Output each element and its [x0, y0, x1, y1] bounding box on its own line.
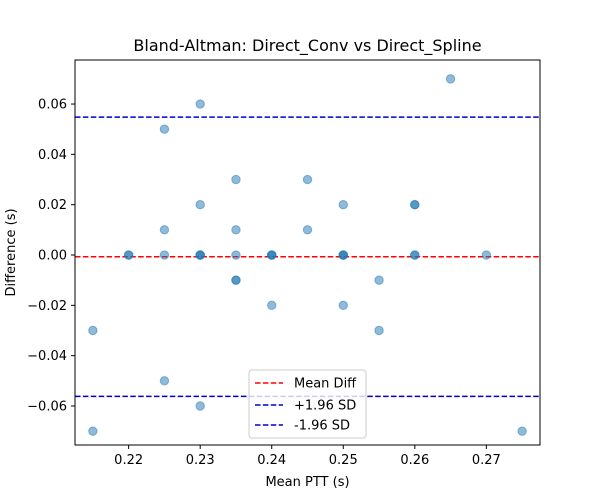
chart-title: Bland-Altman: Direct_Conv vs Direct_Spli… [133, 36, 481, 56]
x-tick-label: 0.24 [257, 453, 286, 468]
y-tick-label: −0.02 [27, 299, 67, 314]
y-tick-label: 0.02 [38, 198, 67, 213]
data-point [445, 74, 456, 84]
data-point [338, 300, 348, 311]
legend-mean-diff-label: Mean Diff [294, 377, 357, 392]
data-point [302, 225, 313, 235]
data-point [159, 225, 170, 235]
y-axis-ticks: −0.06 −0.04 −0.02 0.00 0.02 0.04 0.06 [27, 98, 75, 414]
y-axis-label: Difference (s) [4, 208, 19, 296]
data-point [374, 275, 384, 285]
y-tick-label: 0.04 [38, 148, 67, 163]
data-point [195, 250, 205, 260]
data-point [410, 250, 420, 260]
data-point [159, 250, 170, 260]
data-point [88, 325, 98, 336]
data-point [481, 250, 492, 260]
x-tick-label: 0.23 [186, 453, 215, 468]
data-point [302, 174, 313, 185]
data-point [374, 325, 384, 336]
x-tick-label: 0.22 [114, 453, 143, 468]
data-point [231, 250, 241, 260]
x-tick-label: 0.27 [472, 453, 501, 468]
x-axis-label: Mean PTT (s) [265, 475, 349, 490]
data-point [517, 426, 527, 436]
data-point [195, 199, 205, 210]
data-point [195, 401, 205, 411]
legend-box [248, 369, 367, 439]
y-tick-label: 0.00 [38, 249, 67, 264]
data-point [410, 199, 420, 210]
data-point [267, 250, 277, 260]
data-point [159, 124, 170, 134]
legend: Mean Diff +1.96 SD -1.96 SD [248, 369, 367, 439]
data-point [159, 376, 170, 386]
x-tick-label: 0.26 [400, 453, 429, 468]
legend-upper-sd-label: +1.96 SD [294, 399, 356, 414]
y-tick-label: 0.06 [38, 98, 67, 113]
data-point [338, 250, 348, 260]
data-point [88, 426, 98, 436]
data-point [231, 174, 241, 185]
data-point [231, 275, 241, 285]
data-point [123, 250, 134, 260]
data-point [195, 99, 205, 109]
data-point [338, 199, 348, 210]
x-tick-label: 0.25 [329, 453, 358, 468]
data-point [267, 300, 277, 311]
y-tick-label: −0.06 [27, 399, 67, 414]
data-points [88, 74, 527, 436]
plot-frame [74, 59, 541, 446]
x-axis-ticks: 0.22 0.23 0.24 0.25 0.26 0.27 [114, 445, 501, 468]
legend-lower-sd-label: -1.96 SD [294, 419, 350, 434]
y-tick-label: −0.04 [27, 349, 67, 364]
data-point [231, 225, 241, 235]
